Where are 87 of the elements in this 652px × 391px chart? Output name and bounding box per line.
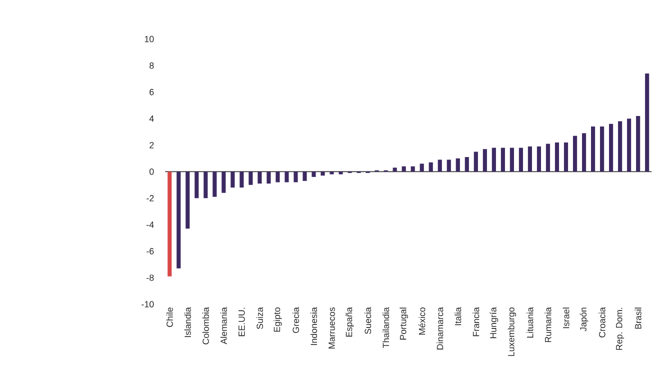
- bar: [186, 172, 190, 229]
- y-tick-label: 0: [150, 168, 154, 175]
- bar: [582, 133, 586, 172]
- y-tick-label: -2: [146, 194, 154, 202]
- bar: [446, 160, 451, 172]
- bar: [176, 172, 181, 268]
- bar: [492, 148, 496, 172]
- bar: [276, 172, 280, 182]
- x-tick-label: Dinamarca: [436, 306, 444, 350]
- x-tick-label: Israel: [562, 308, 570, 328]
- bar: [302, 172, 307, 181]
- bar: [266, 172, 271, 184]
- bar: [194, 172, 199, 198]
- x-tick-label: Japón: [580, 308, 588, 332]
- x-tick-label: España: [346, 306, 354, 336]
- bar: [456, 158, 460, 172]
- y-tick-label: 4: [149, 115, 154, 122]
- bar: [168, 172, 172, 276]
- bar: [500, 148, 505, 172]
- bar: [554, 142, 560, 172]
- x-tick-label: Luxemburgo: [508, 307, 516, 356]
- bar: [320, 172, 325, 176]
- bar: [392, 168, 397, 172]
- bar: [528, 146, 532, 172]
- x-tick-label: EE.UU.: [238, 308, 245, 336]
- x-tick-label: Italia: [454, 306, 462, 325]
- x-tick-label: Thailandia: [382, 306, 390, 348]
- x-tick-label: Indonesia: [310, 306, 318, 345]
- y-tick-label: -10: [142, 300, 154, 308]
- bar: [618, 121, 622, 172]
- y-tick-label: 8: [150, 62, 154, 69]
- bar: [572, 136, 578, 172]
- x-tick-label: Rumania: [544, 306, 552, 342]
- bar: [312, 172, 316, 177]
- x-tick-label: Suecia: [364, 306, 372, 334]
- bar: [284, 172, 289, 182]
- y-tick-label: 10: [144, 36, 154, 42]
- x-tick-label: Marruecos: [328, 307, 335, 348]
- bar: [294, 172, 298, 182]
- bar: [230, 172, 235, 188]
- x-tick-label: Francia: [472, 306, 480, 336]
- y-tick-label: -4: [146, 221, 154, 228]
- bar: [590, 126, 596, 172]
- x-tick-label: Brasil: [634, 308, 642, 329]
- bar: [600, 126, 604, 172]
- x-tick-label: Lituania: [526, 306, 534, 338]
- bar: [402, 166, 406, 172]
- x-tick-label: Hungría: [490, 306, 498, 338]
- bar: [420, 164, 424, 172]
- x-tick-label: Alemania: [220, 306, 227, 344]
- bar: [240, 172, 244, 188]
- x-tick-label: Portugal: [400, 308, 408, 340]
- y-tick-label: -6: [146, 248, 154, 254]
- bar: [536, 146, 542, 172]
- bar: [609, 124, 614, 172]
- bar: [222, 172, 226, 193]
- x-tick-label: Chile: [166, 307, 173, 327]
- x-tick-label: Suiza: [256, 306, 263, 329]
- bar: [482, 148, 487, 172]
- bar: [258, 172, 262, 184]
- x-tick-label: Colombia: [202, 306, 209, 344]
- bar: [438, 160, 442, 172]
- bar: [338, 172, 343, 174]
- x-tick-label: México: [418, 307, 426, 334]
- bar: [627, 118, 632, 172]
- y-tick-label: 6: [150, 88, 154, 96]
- bar: [428, 162, 433, 172]
- bar: [510, 148, 514, 172]
- bar: [564, 142, 568, 172]
- bar: [474, 152, 478, 172]
- bar: [546, 144, 550, 172]
- bar: [204, 172, 208, 198]
- x-tick-label: Egipto: [274, 307, 282, 332]
- bar: [645, 73, 650, 172]
- bar: [248, 172, 253, 185]
- y-tick-label: 2: [150, 142, 154, 148]
- bar: [464, 156, 469, 172]
- bar: [410, 166, 415, 172]
- bar: [636, 116, 640, 172]
- bar: [518, 148, 523, 172]
- bar: [330, 172, 334, 174]
- x-tick-label: Grecia: [292, 306, 300, 333]
- bar: [212, 172, 217, 197]
- x-tick-label: Islandia: [184, 306, 191, 337]
- x-tick-label: Croacia: [598, 306, 606, 338]
- x-tick-label: Rep. Dom.: [616, 308, 624, 350]
- y-tick-label: -8: [146, 274, 154, 281]
